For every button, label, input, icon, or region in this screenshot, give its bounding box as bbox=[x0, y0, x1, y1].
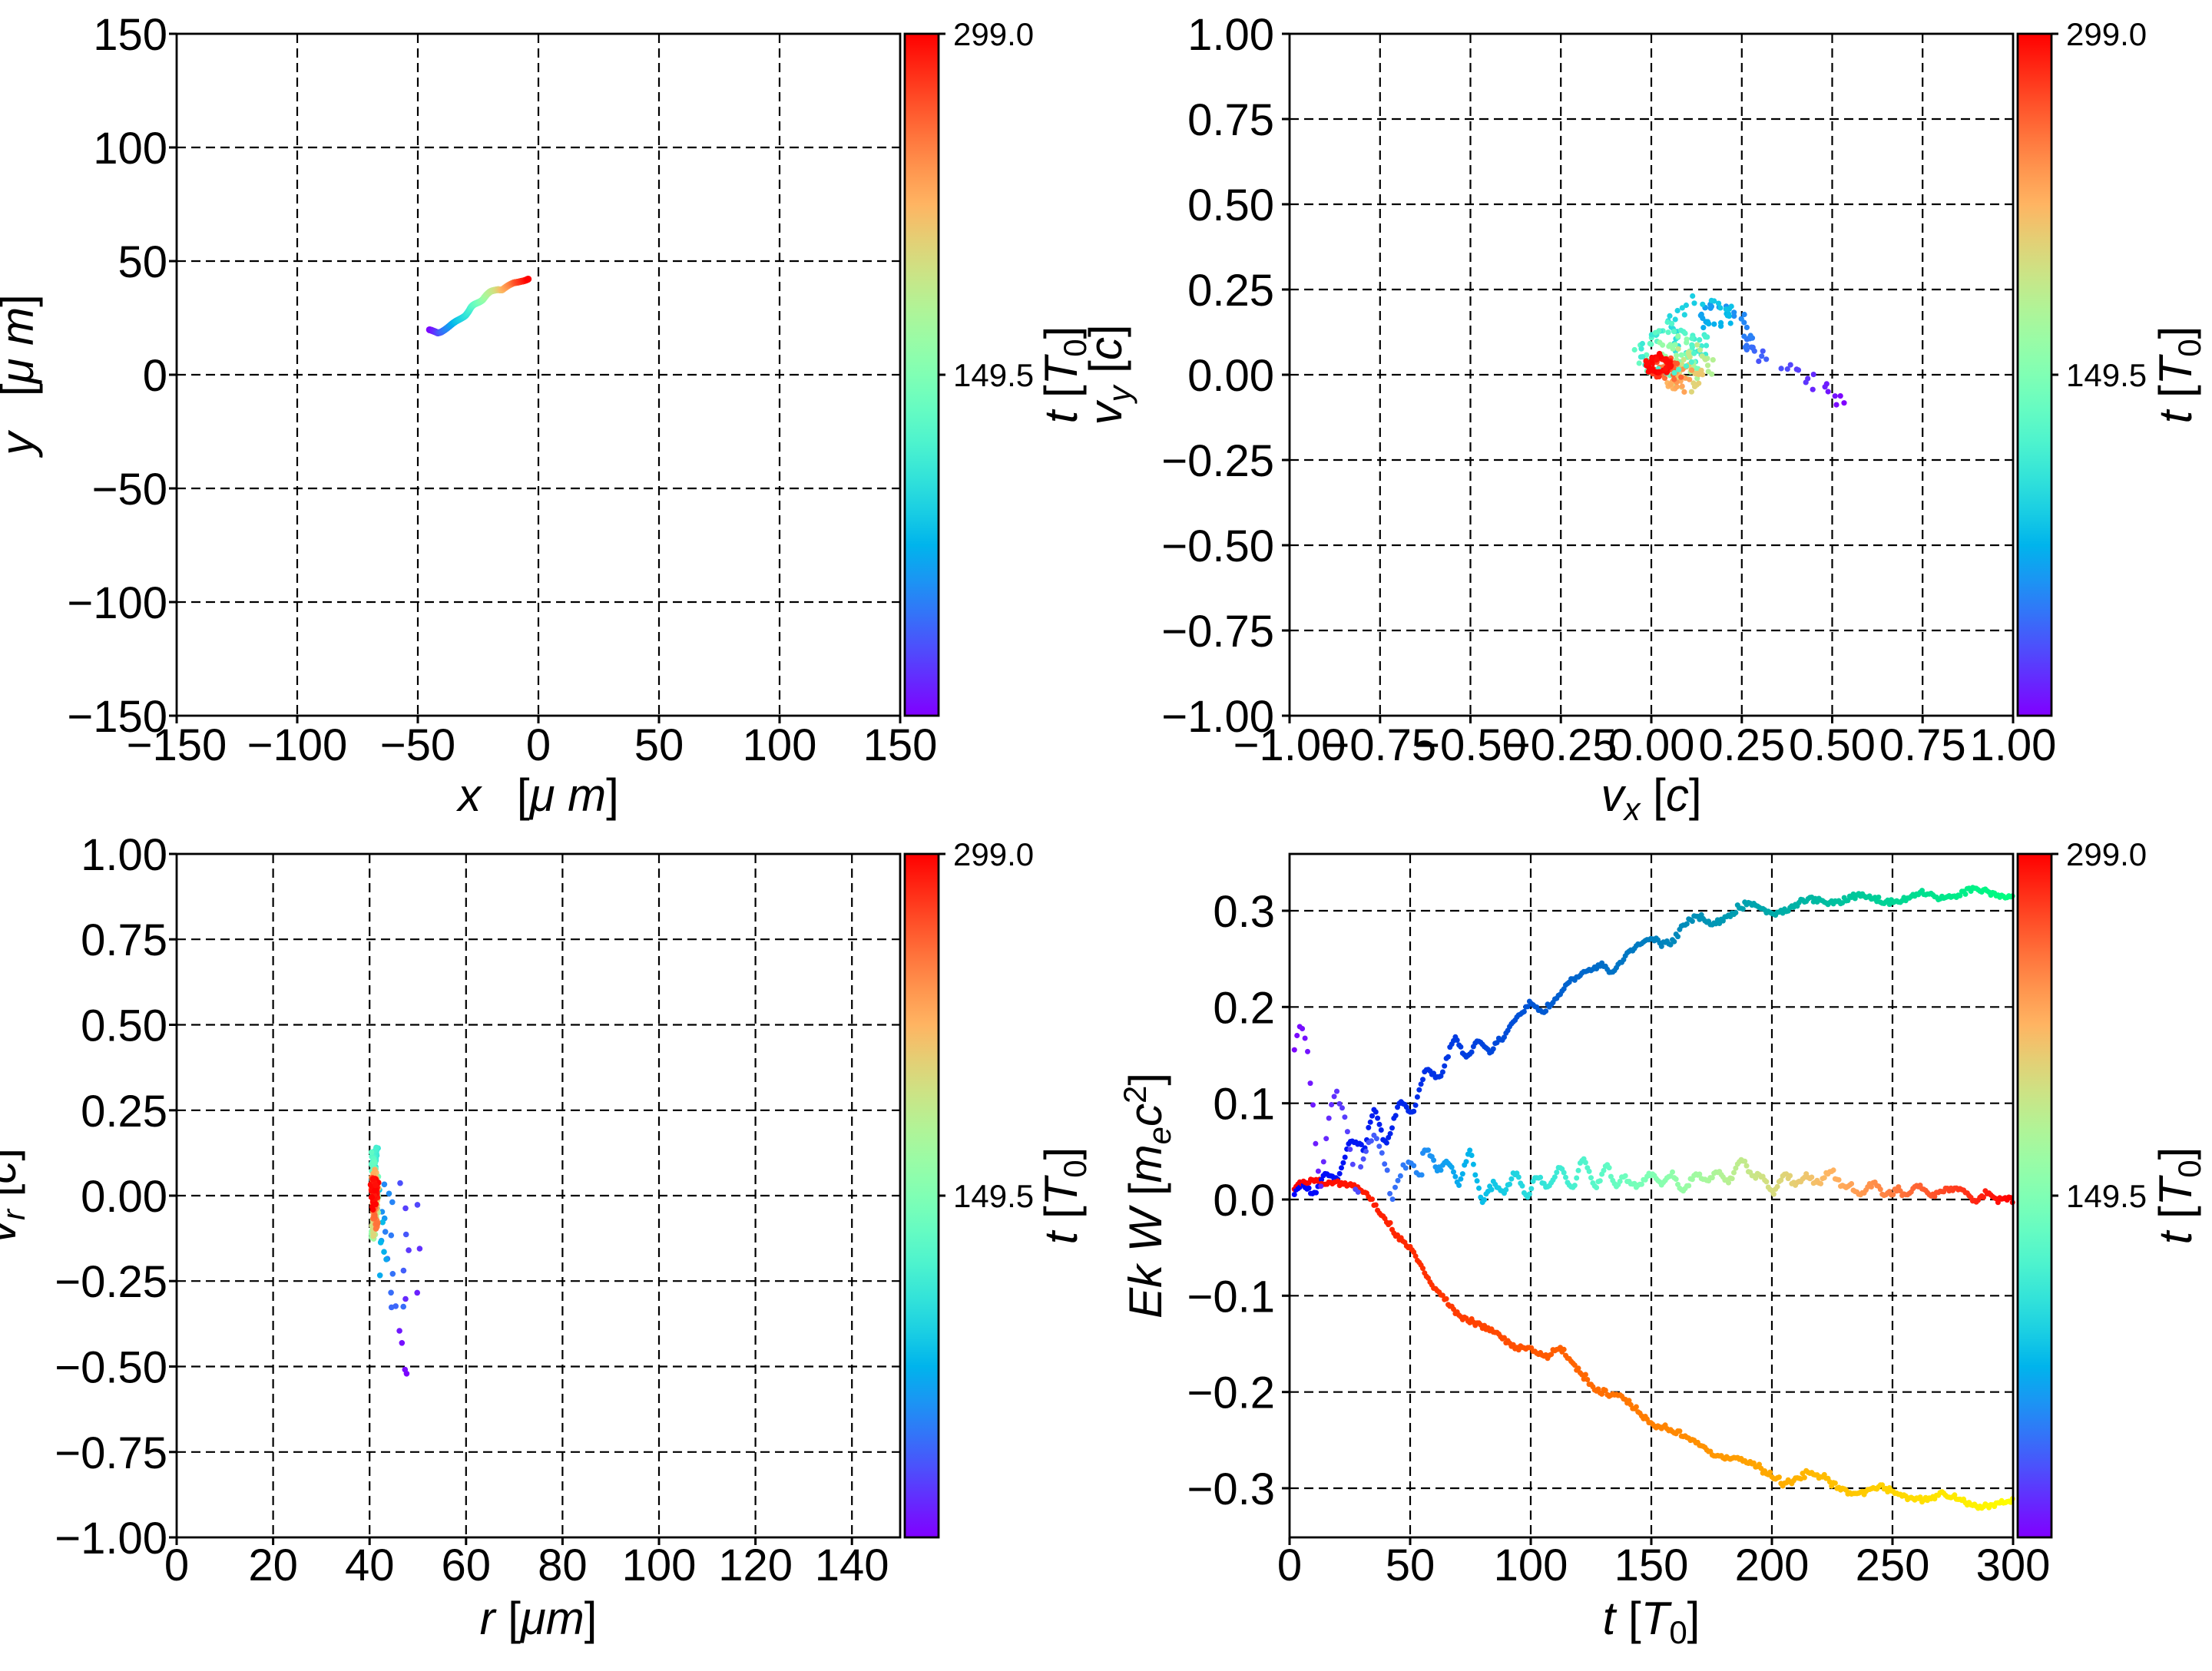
svg-text:100: 100 bbox=[622, 1540, 697, 1590]
svg-text:150: 150 bbox=[863, 720, 938, 770]
svg-text:20: 20 bbox=[248, 1540, 298, 1590]
svg-text:vx [c]: vx [c] bbox=[1601, 769, 1701, 827]
svg-text:−0.50: −0.50 bbox=[1414, 720, 1527, 770]
svg-text:60: 60 bbox=[442, 1540, 492, 1590]
svg-text:−0.25: −0.25 bbox=[1161, 436, 1274, 486]
svg-text:0.00: 0.00 bbox=[81, 1172, 167, 1222]
svg-text:50: 50 bbox=[118, 237, 167, 287]
svg-text:40: 40 bbox=[345, 1540, 395, 1590]
svg-text:0: 0 bbox=[164, 1540, 189, 1590]
svg-text:0.75: 0.75 bbox=[1879, 720, 1966, 770]
svg-text:−1.00: −1.00 bbox=[1233, 720, 1346, 770]
svg-text:140: 140 bbox=[815, 1540, 889, 1590]
svg-text:299.0: 299.0 bbox=[953, 16, 1034, 52]
svg-text:0.50: 0.50 bbox=[81, 1001, 167, 1051]
svg-text:0.75: 0.75 bbox=[81, 915, 167, 965]
svg-text:−0.25: −0.25 bbox=[55, 1257, 167, 1307]
svg-text:−0.50: −0.50 bbox=[55, 1343, 167, 1393]
svg-text:149.5: 149.5 bbox=[2066, 357, 2147, 393]
svg-text:0: 0 bbox=[1277, 1540, 1302, 1590]
svg-text:0: 0 bbox=[143, 351, 167, 401]
svg-text:0.0: 0.0 bbox=[1213, 1176, 1275, 1226]
svg-text:0.2: 0.2 bbox=[1213, 983, 1275, 1033]
svg-text:299.0: 299.0 bbox=[2066, 16, 2147, 52]
svg-text:100: 100 bbox=[743, 720, 817, 770]
svg-text:1.00: 1.00 bbox=[1970, 720, 2057, 770]
svg-text:t [T0]: t [T0] bbox=[1035, 1147, 1093, 1245]
svg-text:−1.00: −1.00 bbox=[1161, 692, 1274, 742]
svg-text:0.1: 0.1 bbox=[1213, 1080, 1275, 1130]
svg-text:0.25: 0.25 bbox=[81, 1087, 167, 1137]
svg-text:150: 150 bbox=[93, 10, 167, 60]
svg-text:0.3: 0.3 bbox=[1213, 887, 1275, 937]
svg-text:149.5: 149.5 bbox=[953, 1178, 1034, 1214]
svg-text:−100: −100 bbox=[247, 720, 348, 770]
svg-text:Ek W [mec2]: Ek W [mec2] bbox=[1117, 1073, 1177, 1319]
svg-text:150: 150 bbox=[1614, 1540, 1689, 1590]
svg-text:0.00: 0.00 bbox=[1187, 351, 1274, 401]
svg-text:vy [c]: vy [c] bbox=[1080, 324, 1137, 425]
svg-text:−0.50: −0.50 bbox=[1161, 521, 1274, 571]
svg-text:0.50: 0.50 bbox=[1187, 180, 1274, 230]
svg-text:299.0: 299.0 bbox=[953, 836, 1034, 872]
svg-text:100: 100 bbox=[1494, 1540, 1568, 1590]
svg-text:−50: −50 bbox=[92, 465, 167, 515]
svg-text:−50: −50 bbox=[380, 720, 455, 770]
svg-text:1.00: 1.00 bbox=[81, 830, 167, 880]
svg-text:y [μ m]: y [μ m] bbox=[0, 294, 43, 458]
svg-text:0.25: 0.25 bbox=[1187, 266, 1274, 316]
svg-text:−0.1: −0.1 bbox=[1187, 1272, 1276, 1322]
svg-text:50: 50 bbox=[1386, 1540, 1435, 1590]
svg-text:200: 200 bbox=[1735, 1540, 1810, 1590]
svg-text:x [μ m]: x [μ m] bbox=[455, 769, 619, 821]
svg-text:0.50: 0.50 bbox=[1789, 720, 1876, 770]
svg-text:149.5: 149.5 bbox=[953, 357, 1034, 393]
svg-text:−150: −150 bbox=[127, 720, 227, 770]
svg-text:0: 0 bbox=[526, 720, 551, 770]
svg-text:299.0: 299.0 bbox=[2066, 836, 2147, 872]
svg-text:80: 80 bbox=[538, 1540, 588, 1590]
svg-text:1.00: 1.00 bbox=[1187, 10, 1274, 60]
svg-text:−0.75: −0.75 bbox=[1161, 607, 1274, 657]
svg-text:0.00: 0.00 bbox=[1608, 720, 1695, 770]
svg-text:−0.2: −0.2 bbox=[1187, 1368, 1276, 1418]
svg-text:−1.00: −1.00 bbox=[55, 1514, 167, 1563]
svg-text:−0.3: −0.3 bbox=[1187, 1464, 1276, 1514]
svg-text:−150: −150 bbox=[67, 692, 167, 742]
svg-text:r [μm]: r [μm] bbox=[480, 1593, 598, 1644]
svg-text:−100: −100 bbox=[67, 578, 167, 628]
svg-text:120: 120 bbox=[718, 1540, 793, 1590]
svg-text:250: 250 bbox=[1856, 1540, 1930, 1590]
svg-text:−0.75: −0.75 bbox=[55, 1428, 167, 1478]
svg-text:−0.25: −0.25 bbox=[1505, 720, 1618, 770]
svg-text:−0.75: −0.75 bbox=[1323, 720, 1436, 770]
svg-text:50: 50 bbox=[634, 720, 684, 770]
svg-text:300: 300 bbox=[1976, 1540, 2051, 1590]
svg-text:100: 100 bbox=[93, 124, 167, 174]
svg-text:0.75: 0.75 bbox=[1187, 95, 1274, 145]
svg-text:149.5: 149.5 bbox=[2066, 1178, 2147, 1214]
svg-text:0.25: 0.25 bbox=[1698, 720, 1785, 770]
